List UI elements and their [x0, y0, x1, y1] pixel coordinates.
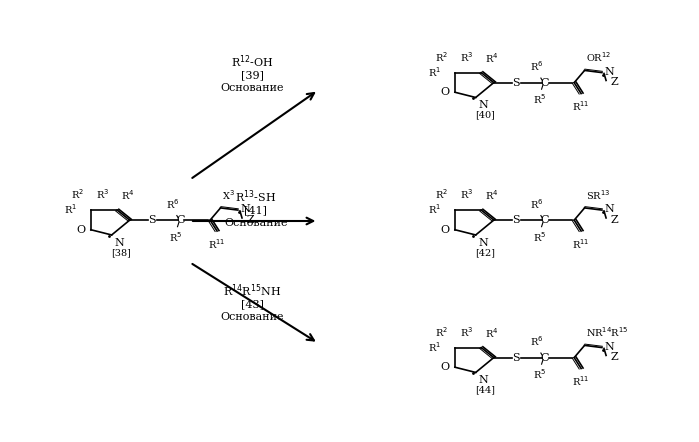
Text: R$^6$: R$^6$: [530, 59, 543, 73]
Text: N: N: [605, 204, 614, 214]
Text: R$^{11}$: R$^{11}$: [572, 99, 590, 114]
Text: [40]: [40]: [475, 110, 495, 120]
Text: Z: Z: [611, 215, 619, 225]
Text: NR$^{14}$R$^{15}$: NR$^{14}$R$^{15}$: [586, 325, 628, 339]
Text: N: N: [479, 375, 488, 385]
Text: N: N: [605, 67, 614, 77]
Text: Z: Z: [611, 352, 619, 362]
Text: R$^2$: R$^2$: [435, 325, 448, 339]
Text: C: C: [541, 353, 549, 362]
Text: X$^3$: X$^3$: [222, 188, 235, 202]
Text: R$^6$: R$^6$: [166, 197, 180, 210]
Text: Z: Z: [247, 215, 254, 225]
Text: R$^4$: R$^4$: [121, 188, 134, 202]
Text: S: S: [512, 78, 520, 88]
Text: R$^{12}$-OH: R$^{12}$-OH: [231, 53, 274, 70]
Text: R$^4$: R$^4$: [484, 51, 498, 65]
Text: R$^3$: R$^3$: [96, 187, 110, 202]
Text: Z: Z: [611, 77, 619, 87]
Text: R$^{13}$-SH: R$^{13}$-SH: [236, 189, 277, 205]
Text: R$^5$: R$^5$: [533, 230, 546, 244]
Text: R$^2$: R$^2$: [71, 187, 84, 202]
Text: R$^3$: R$^3$: [461, 187, 474, 202]
Text: R$^5$: R$^5$: [533, 367, 546, 381]
Text: Основание: Основание: [224, 218, 287, 228]
Text: R$^{14}$R$^{15}$NH: R$^{14}$R$^{15}$NH: [223, 282, 282, 299]
Text: R$^1$: R$^1$: [428, 65, 441, 79]
Text: N: N: [115, 238, 124, 248]
Text: C: C: [541, 78, 549, 88]
Text: OR$^{12}$: OR$^{12}$: [586, 50, 612, 65]
Text: N: N: [605, 342, 614, 352]
Text: [41]: [41]: [245, 205, 268, 215]
Text: R$^6$: R$^6$: [530, 334, 543, 348]
Text: R$^5$: R$^5$: [169, 230, 182, 244]
Text: R$^4$: R$^4$: [484, 188, 498, 202]
Text: R$^{11}$: R$^{11}$: [572, 237, 590, 251]
Text: S: S: [512, 215, 520, 225]
Text: R$^4$: R$^4$: [484, 326, 498, 340]
Text: S: S: [148, 215, 156, 225]
Text: [43]: [43]: [241, 299, 264, 309]
Text: C: C: [177, 215, 185, 225]
Text: O: O: [440, 225, 449, 235]
Text: S: S: [512, 353, 520, 362]
Text: [42]: [42]: [475, 248, 495, 257]
Text: [44]: [44]: [475, 385, 495, 395]
Text: O: O: [440, 87, 449, 97]
Text: O: O: [440, 362, 449, 372]
Text: N: N: [240, 204, 250, 214]
Text: Основание: Основание: [221, 83, 284, 93]
Text: R$^2$: R$^2$: [435, 187, 448, 202]
Text: R$^{11}$: R$^{11}$: [572, 375, 590, 389]
Text: [39]: [39]: [241, 70, 264, 80]
Text: R$^2$: R$^2$: [435, 50, 448, 64]
Text: Основание: Основание: [221, 312, 284, 322]
Text: R$^6$: R$^6$: [530, 197, 543, 210]
Text: R$^5$: R$^5$: [533, 92, 546, 106]
Text: R$^3$: R$^3$: [461, 50, 474, 64]
Text: R$^1$: R$^1$: [428, 202, 441, 216]
Text: C: C: [541, 215, 549, 225]
Text: [38]: [38]: [110, 248, 131, 257]
Text: O: O: [76, 225, 85, 235]
Text: N: N: [479, 100, 488, 110]
Text: R$^{11}$: R$^{11}$: [208, 237, 226, 251]
Text: R$^3$: R$^3$: [461, 325, 474, 339]
Text: SR$^{13}$: SR$^{13}$: [586, 188, 610, 202]
Text: R$^1$: R$^1$: [64, 202, 77, 216]
Text: N: N: [479, 238, 488, 248]
Text: R$^1$: R$^1$: [428, 340, 441, 354]
